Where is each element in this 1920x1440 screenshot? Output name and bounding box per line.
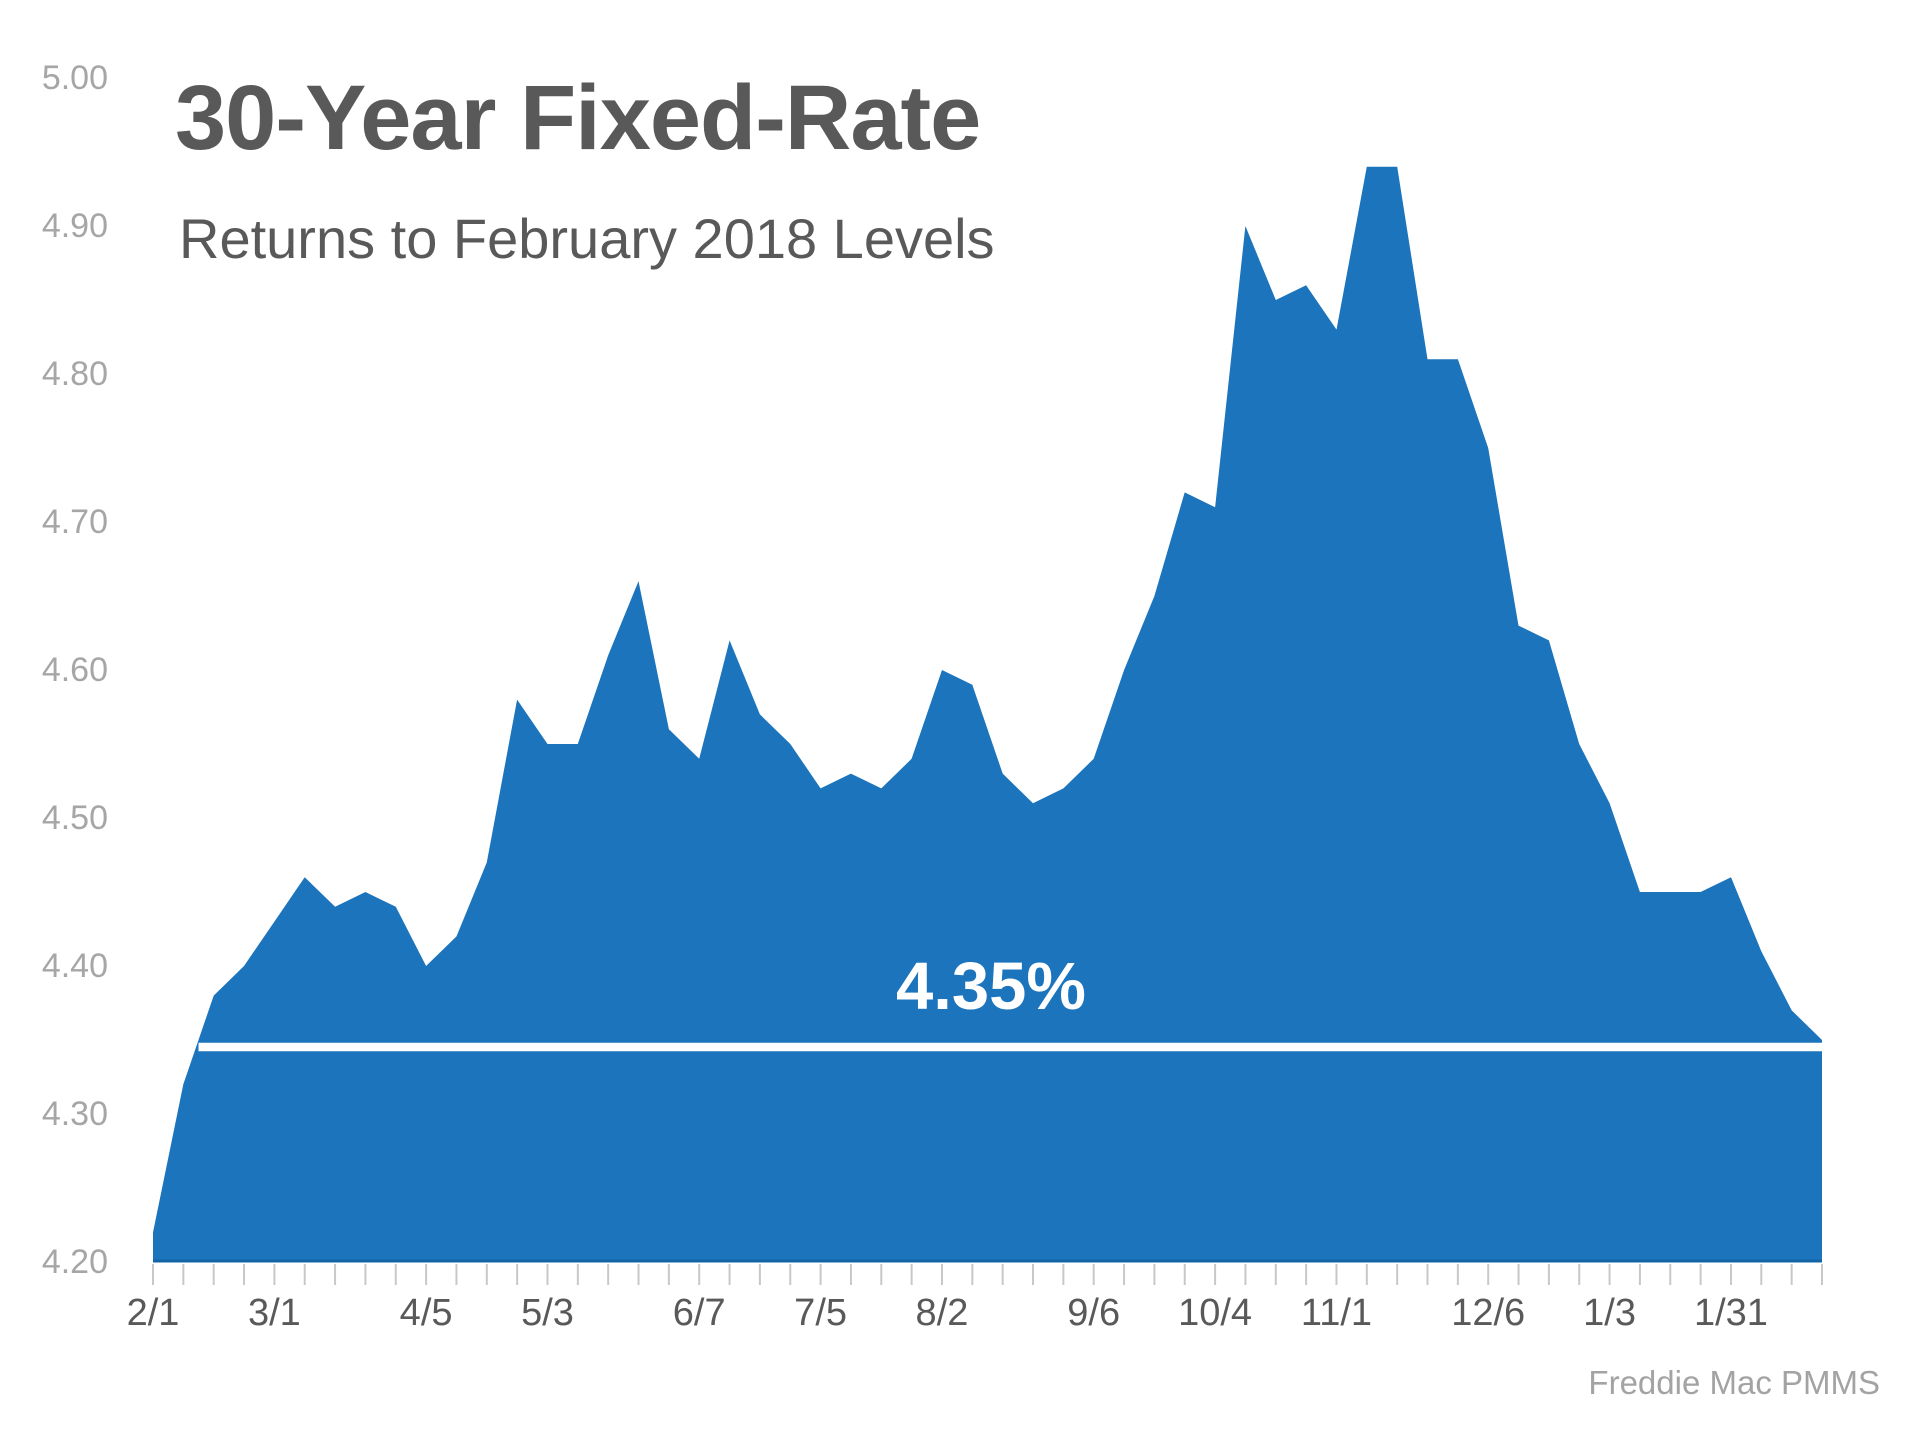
x-axis-ticks [152,1264,1823,1285]
x-axis-label: 9/6 [1067,1292,1121,1334]
x-axis-label: 7/5 [794,1292,848,1334]
x-axis-label: 1/31 [1693,1292,1768,1334]
x-axis-label: 8/2 [915,1292,969,1334]
x-axis-label: 4/5 [399,1292,453,1334]
x-axis-label: 12/6 [1451,1292,1526,1334]
y-axis-label: 4.70 [41,503,108,541]
chart-title: 30-Year Fixed-Rate [175,67,981,169]
x-axis-label: 1/3 [1583,1292,1636,1334]
y-axis-label: 4.60 [41,651,108,689]
y-axis-label: 4.30 [41,1095,108,1133]
x-axis-label: 5/3 [521,1292,574,1334]
x-axis-label: 11/1 [1300,1292,1373,1334]
x-axis-label: 2/1 [126,1292,180,1334]
x-axis-label: 10/4 [1178,1292,1253,1334]
y-axis-label: 4.80 [41,355,108,393]
rate-area-series [153,166,1822,1262]
reference-value-label: 4.35% [896,949,1086,1024]
x-axis-label: 6/7 [672,1292,726,1334]
x-axis-label: 3/1 [247,1292,301,1334]
y-axis-label: 4.90 [41,207,108,245]
y-axis-label: 4.20 [41,1243,108,1281]
source-credit: Freddie Mac PMMS [1588,1364,1880,1401]
y-axis-label: 5.00 [41,59,108,97]
y-axis-label: 4.50 [41,799,108,837]
y-axis-label: 4.40 [41,947,108,985]
chart-subtitle: Returns to February 2018 Levels [179,207,995,270]
